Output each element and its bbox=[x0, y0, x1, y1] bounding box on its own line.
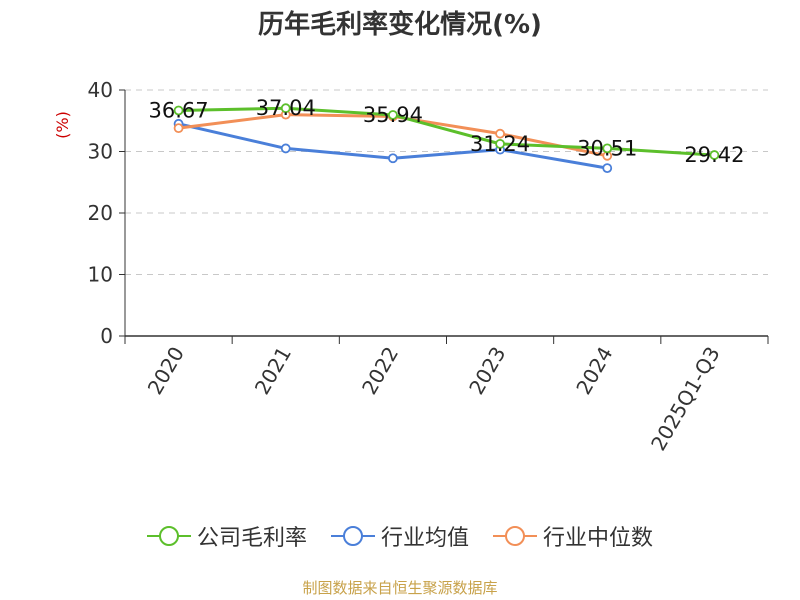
data-point bbox=[388, 110, 398, 120]
legend-label: 公司毛利率 bbox=[196, 526, 307, 551]
legend-marker-icon bbox=[330, 526, 375, 546]
data-label: 37.04 bbox=[256, 96, 316, 120]
legend-item[interactable]: 行业中位数 bbox=[493, 520, 653, 552]
data-point bbox=[495, 128, 505, 139]
data-label: 31.24 bbox=[470, 132, 530, 156]
data-label: 35.94 bbox=[363, 103, 423, 127]
data-point bbox=[280, 143, 291, 154]
data-label: 29.42 bbox=[684, 143, 744, 167]
data-point bbox=[388, 153, 398, 164]
data-label: 36.67 bbox=[149, 98, 209, 122]
x-tick-label: 2025Q1-Q3 bbox=[646, 343, 725, 455]
data-point bbox=[173, 123, 184, 134]
series-line bbox=[178, 106, 715, 157]
x-tick-label: 2021 bbox=[250, 343, 296, 399]
data-point bbox=[602, 163, 613, 174]
legend-label: 行业中位数 bbox=[543, 526, 654, 551]
data-labels: 36.67 37.04 35.94 31.24 30.51 29.42 bbox=[149, 96, 745, 167]
data-label: 30.51 bbox=[577, 136, 637, 160]
data-point bbox=[173, 105, 184, 116]
y-tick-label: 40 bbox=[88, 78, 113, 102]
data-point bbox=[280, 103, 291, 114]
legend-item[interactable]: 行业均值 bbox=[330, 520, 469, 552]
grid-lines bbox=[125, 89, 768, 275]
y-tick-label: 20 bbox=[88, 201, 113, 225]
source-footer: 制图数据来自恒生聚源数据库 bbox=[302, 579, 498, 597]
data-point bbox=[495, 138, 505, 149]
data-point bbox=[602, 143, 613, 154]
x-tick-label: 2024 bbox=[571, 343, 617, 399]
legend-item[interactable]: 公司毛利率 bbox=[146, 520, 307, 552]
legend-circle bbox=[342, 526, 363, 546]
legend-label: 行业均值 bbox=[380, 526, 469, 551]
series-lines bbox=[173, 103, 720, 174]
chart-title: 历年毛利率变化情况(%) bbox=[258, 10, 542, 40]
x-tick-label: 2022 bbox=[357, 343, 403, 399]
x-tick-label: 2020 bbox=[143, 343, 189, 399]
legend: 公司毛利率 行业均值 行业中位数 bbox=[0, 520, 800, 552]
y-axis-title: (%) bbox=[53, 111, 72, 139]
y-tick-label: 10 bbox=[88, 263, 113, 287]
data-point bbox=[709, 150, 720, 160]
legend-marker-icon bbox=[493, 526, 537, 546]
legend-marker-icon bbox=[146, 526, 191, 546]
legend-circle bbox=[505, 526, 525, 546]
axes: 0 10 20 30 40 (%) 2020 2021 2022 2023 2024 2025Q1-Q… bbox=[53, 78, 769, 455]
y-tick-label: 30 bbox=[88, 140, 113, 164]
y-tick-label: 0 bbox=[100, 324, 113, 348]
x-tick-label: 2023 bbox=[464, 343, 510, 399]
legend-circle bbox=[158, 526, 179, 546]
